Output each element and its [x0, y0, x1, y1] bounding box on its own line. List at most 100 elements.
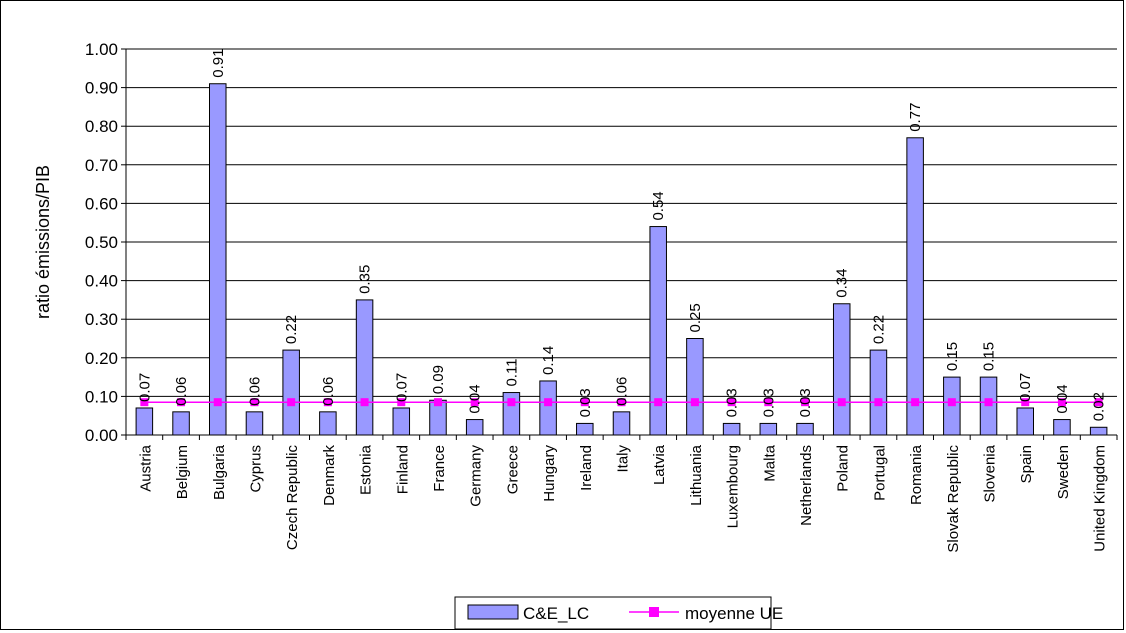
- data-label: 0.03: [760, 388, 777, 417]
- bar: [245, 411, 264, 436]
- y-tick-label: 0.50: [85, 233, 118, 252]
- avg-marker: [470, 398, 479, 407]
- x-tick-label: Belgium: [174, 445, 191, 499]
- y-tick-label: 0.40: [85, 272, 118, 291]
- data-label: 0.25: [687, 303, 704, 332]
- legend-swatch-marker: [649, 607, 659, 617]
- bar: [832, 303, 851, 436]
- avg-marker: [250, 398, 259, 407]
- legend-label-line: moyenne UE: [685, 604, 783, 623]
- bar: [686, 338, 704, 436]
- avg-marker: [580, 398, 589, 407]
- avg-marker: [801, 398, 810, 407]
- y-tick-label: 0.10: [85, 387, 118, 406]
- data-label: 0.03: [724, 388, 741, 417]
- data-label: 0.04: [467, 384, 484, 413]
- y-tick-label: 0.80: [85, 117, 118, 136]
- gridlines: [126, 48, 1117, 397]
- data-label: 0.14: [540, 346, 557, 375]
- y-tick-label: 0.60: [85, 194, 118, 213]
- x-tick-label: Poland: [835, 445, 852, 492]
- avg-marker: [984, 398, 993, 407]
- y-tick-label: 0.00: [85, 426, 118, 445]
- avg-marker: [507, 398, 516, 407]
- data-label: 0.06: [246, 377, 263, 406]
- data-label: 0.77: [907, 103, 924, 132]
- x-tick-label: Czech Republic: [284, 445, 301, 551]
- y-tick-label: 1.00: [85, 40, 118, 59]
- avg-marker: [544, 398, 553, 407]
- avg-marker: [911, 398, 920, 407]
- bars: [135, 83, 1108, 436]
- x-tick-label: Netherlands: [798, 445, 815, 526]
- avg-marker: [727, 398, 736, 407]
- x-tick-label: Cyprus: [247, 445, 264, 493]
- x-tick-label: Sweden: [1055, 445, 1072, 499]
- avg-marker: [397, 398, 406, 407]
- avg-marker: [1057, 398, 1066, 407]
- avg-marker: [177, 398, 186, 407]
- data-label: 0.22: [283, 315, 300, 344]
- bar: [612, 411, 631, 436]
- data-label: 0.09: [430, 365, 447, 394]
- data-labels: 0.07 0.06 0.91 0.06 0.22 0.06 0.35 0.07 0.09 0.04…: [136, 49, 1107, 422]
- legend-swatch-bar: [467, 604, 519, 620]
- data-label: 0.03: [577, 388, 594, 417]
- bar: [392, 407, 411, 436]
- bar: [539, 380, 557, 436]
- data-label: 0.06: [173, 377, 190, 406]
- data-label: 0.04: [1054, 384, 1071, 413]
- bar: [209, 83, 227, 436]
- avg-marker: [1021, 398, 1030, 407]
- bar: [576, 422, 594, 436]
- legend: C&E_LC moyenne UE: [454, 596, 783, 630]
- x-tick-label: Lithuania: [688, 444, 705, 506]
- avg-marker: [433, 398, 442, 407]
- y-tick-label: 0.20: [85, 349, 118, 368]
- x-tick-label: Spain: [1018, 445, 1035, 483]
- bar: [869, 349, 888, 436]
- avg-marker: [360, 398, 369, 407]
- x-tick-labels: Austria Belgium Bulgaria Cyprus Czech Republ…: [137, 444, 1108, 552]
- y-tick-label: 0.90: [85, 79, 118, 98]
- legend-box: [454, 596, 772, 630]
- data-label: 0.22: [870, 315, 887, 344]
- bar: [1016, 407, 1034, 436]
- bar: [465, 419, 484, 436]
- bar: [759, 422, 778, 436]
- x-tick-label: Ireland: [578, 445, 595, 491]
- data-label: 0.91: [210, 49, 227, 78]
- x-tick-label: Finland: [394, 445, 411, 494]
- data-label: 0.15: [981, 342, 998, 371]
- data-label: 0.34: [834, 269, 851, 298]
- bar: [319, 411, 337, 436]
- x-tick-label: Slovak Republic: [945, 445, 962, 553]
- data-label: 0.07: [1017, 373, 1034, 402]
- data-label: 0.07: [393, 373, 410, 402]
- x-tick-label: Portugal: [871, 445, 888, 501]
- avg-marker: [213, 398, 222, 407]
- bar: [796, 422, 814, 436]
- x-tick-label: Austria: [137, 444, 154, 491]
- avg-marker: [654, 398, 663, 407]
- x-tick-label: Malta: [761, 444, 778, 481]
- x-tick-label: Greece: [504, 445, 521, 494]
- y-tick-label: 0.70: [85, 156, 118, 175]
- data-label: 0.06: [614, 377, 631, 406]
- bar: [722, 422, 741, 436]
- data-label: 0.35: [357, 265, 374, 294]
- avg-marker: [617, 398, 626, 407]
- data-label: 0.11: [503, 358, 520, 386]
- avg-marker: [287, 398, 296, 407]
- x-tick-label: Bulgaria: [211, 444, 228, 500]
- bar: [1089, 426, 1108, 436]
- avg-marker: [764, 398, 773, 407]
- avg-line-group: [140, 398, 1103, 407]
- legend-label-bar: C&E_LC: [523, 604, 589, 623]
- bar: [1053, 419, 1071, 436]
- x-tick-label: France: [431, 445, 448, 492]
- avg-marker: [323, 398, 332, 407]
- x-tick-label: Slovenia: [982, 444, 999, 502]
- x-tick-label: Italy: [615, 445, 632, 473]
